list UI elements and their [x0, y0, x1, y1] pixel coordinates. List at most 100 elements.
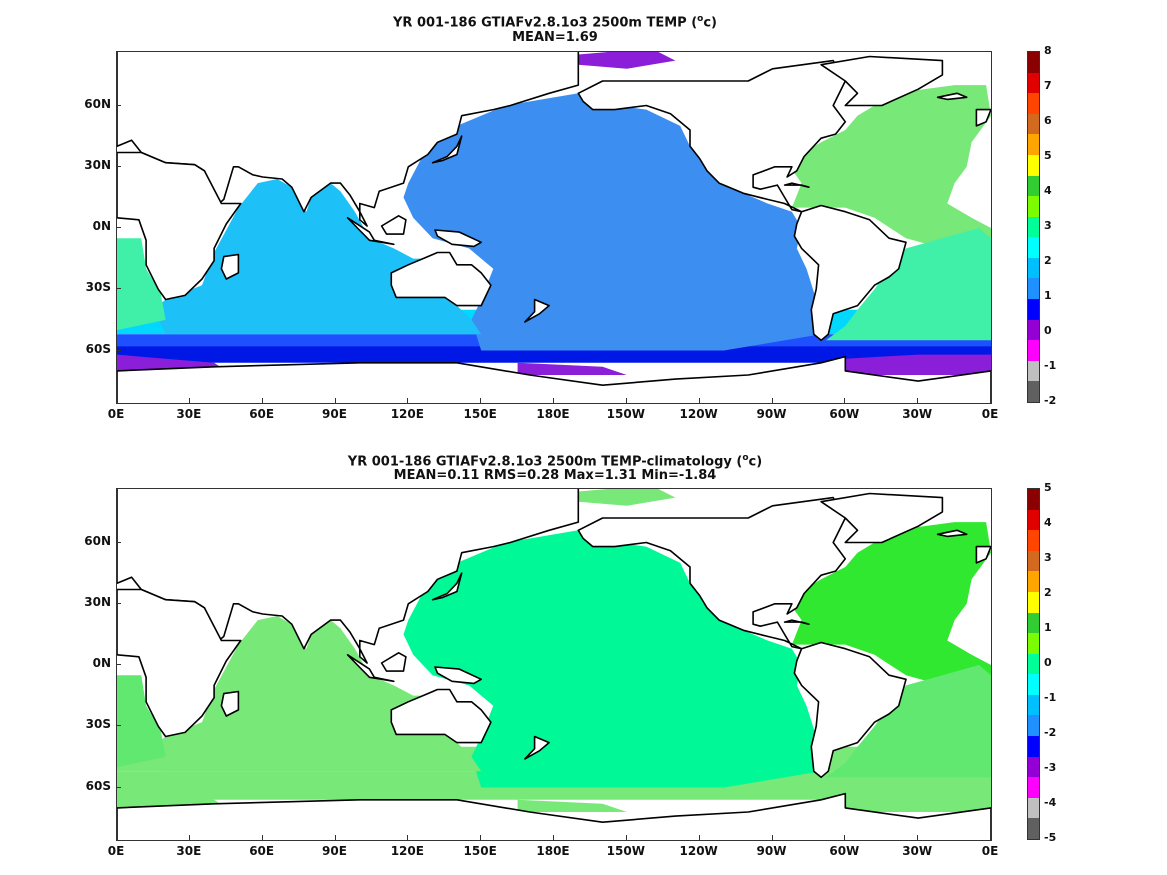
map-2-lon-label: 120W	[679, 844, 718, 858]
colorbar-2-swatch	[1028, 571, 1039, 593]
map-2-lon-tick	[334, 835, 336, 840]
land-mass-11	[793, 204, 907, 342]
map-2-lon-label: 30E	[176, 844, 202, 858]
southern-ocean-violet-central	[517, 799, 627, 812]
map-2-lon-tick	[771, 835, 773, 840]
colorbar-1-swatch	[1028, 216, 1039, 238]
map-2-lon-label: 30W	[902, 844, 933, 858]
map-2-lon-tick	[553, 835, 554, 840]
colorbar-1-tick-label: 0	[1044, 324, 1052, 337]
land-mass-2	[220, 253, 240, 280]
map-2-lat-label: 60S	[85, 778, 111, 793]
colorbar-1-swatch	[1028, 360, 1039, 382]
panel-1-stats: MEAN=1.69	[512, 30, 598, 45]
southern-ocean-deep-band	[117, 346, 991, 363]
colorbar-2-swatch	[1028, 550, 1039, 572]
land-mass-5	[380, 652, 407, 672]
map-1-lat-tick	[116, 288, 121, 290]
map-1-lon-tick	[480, 398, 482, 403]
colorbar-2-tick-label: -4	[1044, 796, 1057, 809]
colorbar-1-tick-label: 5	[1044, 149, 1052, 162]
map-2-lon-label: 60E	[249, 844, 275, 858]
panel-1-title-degree: o	[697, 14, 704, 24]
panel-1-title-text: YR 001-186 GTIAFv2.8.1o3 2500m TEMP (	[393, 15, 698, 31]
map-2-plot-area	[116, 488, 992, 841]
map-1-lon-tick	[407, 398, 409, 403]
colorbar-1-swatch	[1028, 134, 1039, 156]
panel-2-title-text: YR 001-186 GTIAFv2.8.1o3 2500m TEMP-clim…	[347, 454, 743, 470]
map-1-lon-label: 30E	[176, 407, 202, 421]
map-1-lon-label: 150E	[463, 407, 497, 421]
colorbar-1	[1027, 51, 1040, 403]
land-mass-14	[975, 545, 991, 564]
colorbar-2-swatch	[1028, 530, 1039, 552]
atlantic-ocean-north-field	[787, 85, 991, 269]
map-2-lon-tick	[261, 835, 263, 840]
land-mass-8	[524, 735, 550, 760]
map-1-lat-label: 0N	[92, 219, 111, 233]
map-2-lat-label: 60N	[84, 533, 111, 548]
land-mass-13	[936, 92, 968, 101]
map-1-lat-label: 60S	[85, 341, 111, 356]
land-mass-11	[793, 641, 907, 779]
land-mass-8	[524, 298, 550, 323]
map-1-lon-label: 150W	[606, 407, 645, 421]
map-2-lon-tick	[698, 835, 700, 840]
colorbar-2-swatch	[1028, 797, 1039, 819]
panel-1-title: YR 001-186 GTIAFv2.8.1o3 2500m TEMP (oc)	[0, 10, 1110, 32]
colorbar-2-swatch	[1028, 694, 1039, 716]
map-2-lon-label: 150W	[606, 844, 645, 858]
southern-ocean-violet-east	[845, 791, 991, 812]
colorbar-1-swatch	[1028, 175, 1039, 197]
land-mass-7	[431, 135, 463, 164]
map-2-lon-label: 180E	[536, 844, 570, 858]
map-1-lon-tick	[625, 398, 627, 403]
colorbar-1-swatch	[1028, 93, 1039, 115]
atlantic-ocean-south-field	[825, 228, 991, 341]
map-1-lon-label: 0E	[981, 407, 999, 421]
colorbar-1-swatch	[1028, 52, 1039, 74]
land-mass-3	[390, 688, 492, 744]
colorbar-1-swatch	[1028, 340, 1039, 362]
panel-1-title-unit: c)	[703, 15, 717, 31]
southern-ocean-deep-band	[117, 783, 991, 800]
map-2-lon-tick	[917, 835, 919, 840]
map-1-lat-tick	[116, 165, 121, 167]
map-2-lat-tick	[116, 725, 121, 727]
colorbar-2	[1027, 488, 1040, 840]
colorbar-2-tick-label: 3	[1044, 551, 1052, 564]
land-mass-10	[820, 492, 944, 544]
panel-2-stats: MEAN=0.11 RMS=0.28 Max=1.31 Min=-1.84	[393, 468, 717, 483]
map-2-lat-label: 0N	[92, 656, 111, 670]
map-1-lat-tick	[116, 227, 121, 228]
land-mass-1	[117, 151, 242, 301]
colorbar-1-swatch	[1028, 237, 1039, 259]
land-mass-7	[431, 572, 463, 601]
map-1-lat-tick	[116, 104, 121, 106]
map-1-lon-label: 30W	[902, 407, 933, 421]
land-mass-15	[783, 182, 810, 188]
atlantic-ocean-north-field	[787, 522, 991, 706]
map-2-lon-label: 150E	[463, 844, 497, 858]
atlantic-ocean-south-field-west	[117, 675, 166, 768]
map-2-lat-tick	[116, 786, 121, 788]
colorbar-2-tick-label: -1	[1044, 691, 1057, 704]
arctic-ocean-field	[578, 52, 676, 69]
map-1-lon-tick	[844, 398, 846, 403]
map-2-lon-tick	[188, 835, 190, 840]
map-2-lon-label: 120E	[390, 844, 424, 858]
map-1-lon-label: 60E	[249, 407, 275, 421]
land-mass-10	[820, 55, 944, 107]
colorbar-2-tick-label: 1	[1044, 621, 1052, 634]
colorbar-1-tick-label: 2	[1044, 254, 1052, 267]
map-1-lon-tick	[261, 398, 263, 403]
land-mass-3	[390, 251, 492, 307]
panel-2-title: YR 001-186 GTIAFv2.8.1o3 2500m TEMP-clim…	[0, 449, 1110, 471]
colorbar-1-swatch	[1028, 257, 1039, 279]
map-1-lon-tick	[553, 398, 554, 403]
map-2-lat-tick	[116, 664, 121, 665]
map-1-plot-area	[116, 51, 992, 404]
colorbar-2-swatch	[1028, 591, 1039, 614]
colorbar-1-swatch	[1028, 113, 1039, 135]
map-2-lon-tick	[480, 835, 482, 840]
